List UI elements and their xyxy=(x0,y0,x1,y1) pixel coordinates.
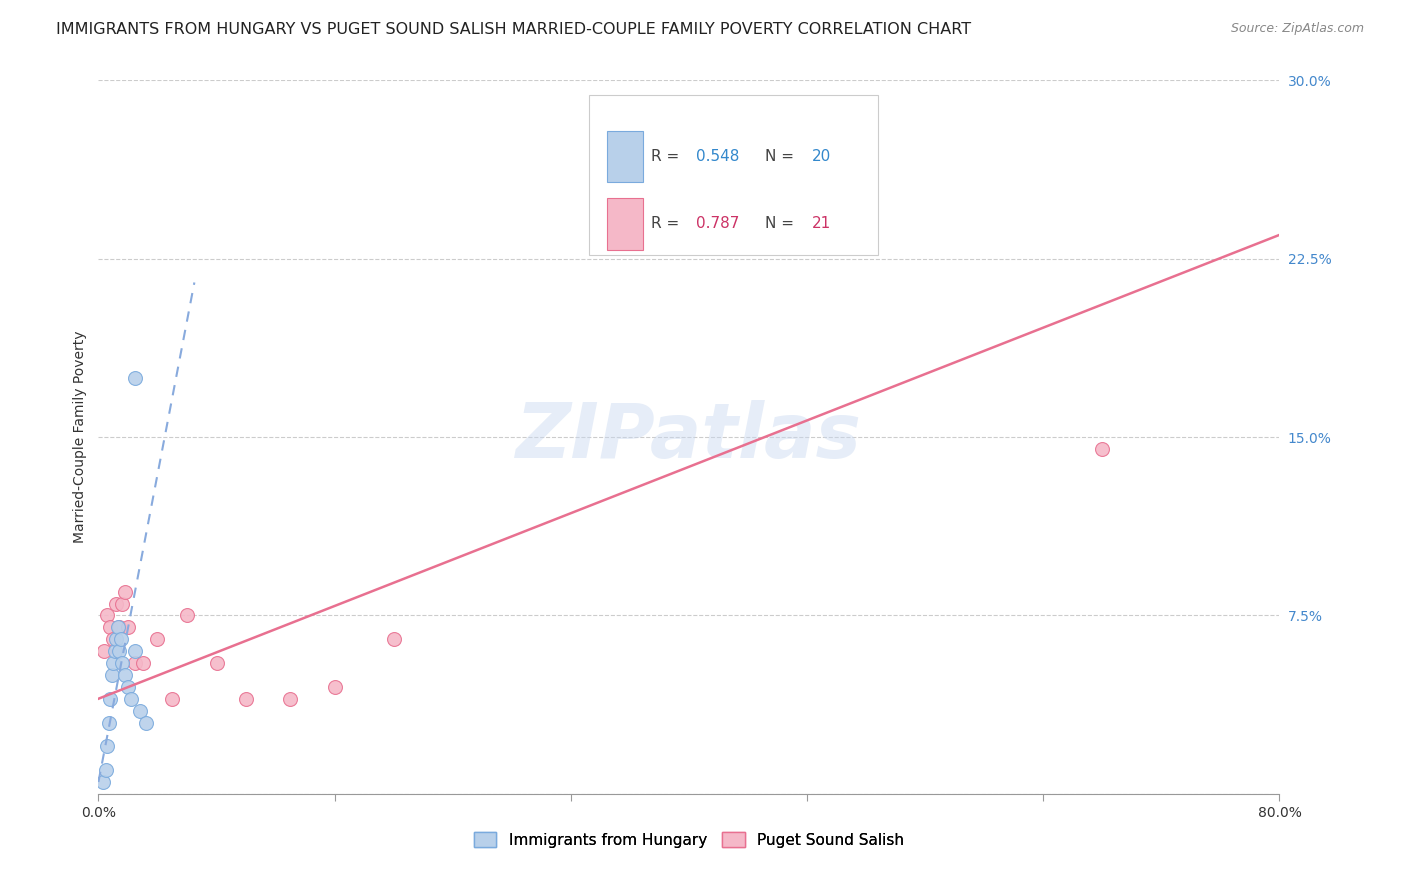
Text: ZIPatlas: ZIPatlas xyxy=(516,401,862,474)
Point xyxy=(114,584,136,599)
Point xyxy=(98,620,121,634)
FancyBboxPatch shape xyxy=(607,198,643,250)
Point xyxy=(128,704,150,718)
Text: 0.548: 0.548 xyxy=(696,149,740,164)
Y-axis label: Married-Couple Family Poverty: Married-Couple Family Poverty xyxy=(73,331,87,543)
Point xyxy=(176,608,198,623)
Point xyxy=(98,691,121,706)
Point xyxy=(94,763,117,777)
Point xyxy=(107,620,129,634)
Text: R =: R = xyxy=(651,149,685,164)
Point xyxy=(120,691,142,706)
Legend: Immigrants from Hungary, Puget Sound Salish: Immigrants from Hungary, Puget Sound Sal… xyxy=(467,826,911,854)
Point xyxy=(124,644,146,658)
Point xyxy=(103,632,125,647)
Point xyxy=(96,608,118,623)
FancyBboxPatch shape xyxy=(589,95,877,255)
Point xyxy=(162,691,183,706)
FancyBboxPatch shape xyxy=(607,131,643,182)
Point xyxy=(93,644,115,658)
Point xyxy=(104,644,127,658)
Point xyxy=(97,715,120,730)
Text: 21: 21 xyxy=(811,217,831,231)
Text: N =: N = xyxy=(765,149,799,164)
Point xyxy=(111,656,134,670)
Point xyxy=(110,632,132,647)
Point xyxy=(825,145,848,159)
Point xyxy=(103,656,125,670)
Point xyxy=(135,715,157,730)
Point xyxy=(111,597,134,611)
Point xyxy=(117,680,139,694)
Point xyxy=(117,620,139,634)
Point xyxy=(1091,442,1114,456)
Point xyxy=(100,668,122,682)
Text: IMMIGRANTS FROM HUNGARY VS PUGET SOUND SALISH MARRIED-COUPLE FAMILY POVERTY CORR: IMMIGRANTS FROM HUNGARY VS PUGET SOUND S… xyxy=(56,22,972,37)
Text: 20: 20 xyxy=(811,149,831,164)
Point xyxy=(205,656,228,670)
Point xyxy=(105,632,128,647)
Point xyxy=(96,739,118,754)
Point xyxy=(124,370,146,384)
Text: Source: ZipAtlas.com: Source: ZipAtlas.com xyxy=(1230,22,1364,36)
Point xyxy=(132,656,155,670)
Text: N =: N = xyxy=(765,217,799,231)
Point xyxy=(108,620,131,634)
Text: R =: R = xyxy=(651,217,685,231)
Point xyxy=(114,668,136,682)
Point xyxy=(91,775,114,789)
Point xyxy=(146,632,169,647)
Point xyxy=(108,644,131,658)
Point xyxy=(382,632,405,647)
Text: 0.787: 0.787 xyxy=(696,217,740,231)
Point xyxy=(105,597,128,611)
Point xyxy=(280,691,302,706)
Point xyxy=(235,691,257,706)
Point xyxy=(323,680,346,694)
Point xyxy=(124,656,146,670)
